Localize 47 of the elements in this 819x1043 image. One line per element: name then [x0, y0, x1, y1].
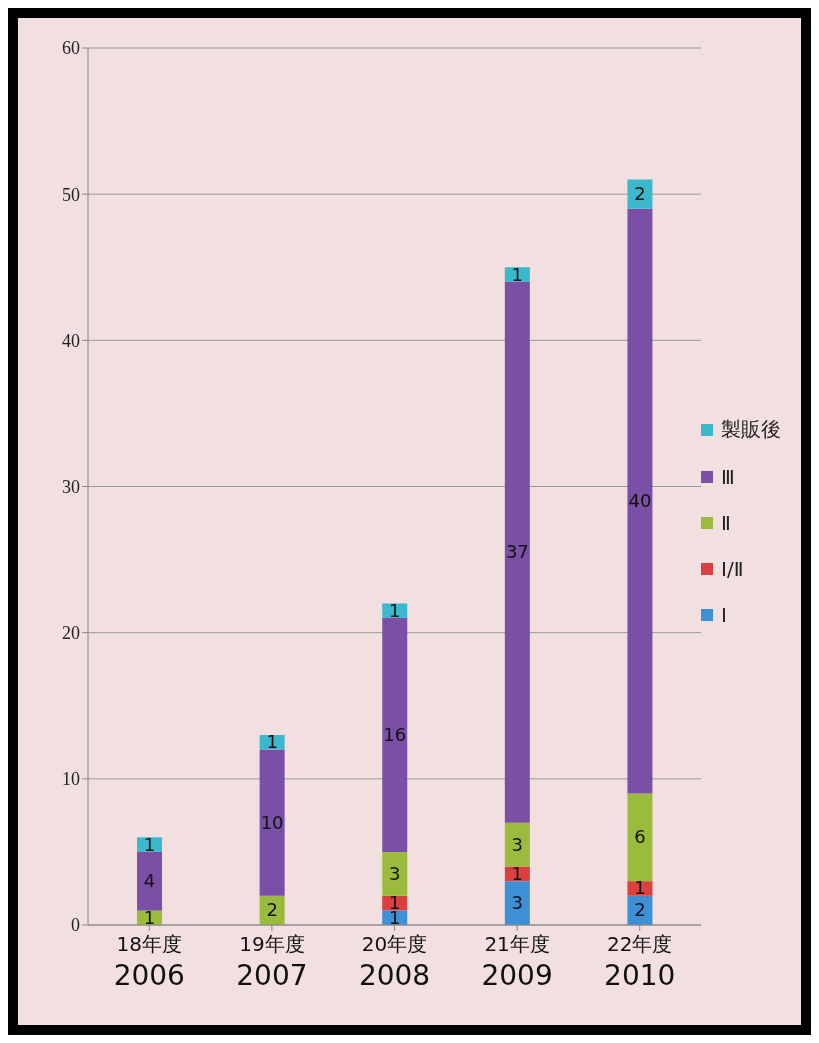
data-label: 1 [634, 877, 646, 899]
bar [259, 749, 285, 896]
data-label: 2 [634, 899, 646, 921]
y-tick-label: 60 [62, 38, 80, 59]
legend-label: Ⅰ/Ⅱ [721, 557, 744, 581]
x-tick-label: 18年度 2006 [113, 932, 185, 992]
data-label: 2 [634, 183, 646, 205]
bar [504, 822, 530, 867]
data-label: 2 [266, 899, 278, 921]
legend-label: 製販後 [721, 416, 781, 443]
y-tick-label: 20 [62, 623, 80, 644]
data-label: 16 [383, 723, 407, 745]
x-tick-label: 20年度 2008 [358, 932, 431, 992]
y-tick-label: 30 [62, 476, 80, 497]
data-label: 1 [389, 599, 401, 621]
data-label: 4 [143, 870, 156, 892]
bar [382, 851, 408, 896]
data-label: 3 [511, 833, 524, 855]
bar [382, 603, 408, 619]
y-tick-label: 10 [62, 769, 80, 790]
x-tick-label: 21年度 2009 [481, 932, 553, 992]
data-label: 40 [628, 490, 652, 512]
y-tick-label: 40 [62, 330, 80, 351]
data-label: 1 [511, 263, 524, 285]
data-label: 37 [505, 541, 529, 563]
x-tick-label: 19年度 2007 [236, 932, 308, 992]
y-tick-label: 0 [71, 915, 80, 936]
data-label: 1 [511, 862, 524, 884]
bar [627, 179, 653, 209]
data-label: 3 [511, 892, 524, 914]
bar [504, 281, 530, 823]
bar [137, 851, 163, 911]
bar [627, 793, 653, 882]
data-label: 1 [143, 833, 156, 855]
bar [504, 881, 530, 925]
bar [382, 618, 408, 852]
bar [627, 208, 653, 794]
y-tick-label: 50 [62, 184, 80, 205]
data-label: 1 [266, 731, 278, 753]
data-label: 6 [634, 826, 646, 848]
data-label: 3 [389, 862, 401, 884]
data-label: 10 [260, 811, 284, 833]
legend-label: Ⅰ [721, 603, 727, 627]
legend-label: Ⅲ [721, 465, 735, 489]
legend-label: Ⅱ [721, 511, 731, 535]
data-label: 1 [143, 906, 156, 928]
x-tick-label: 22年度 2010 [604, 932, 676, 992]
